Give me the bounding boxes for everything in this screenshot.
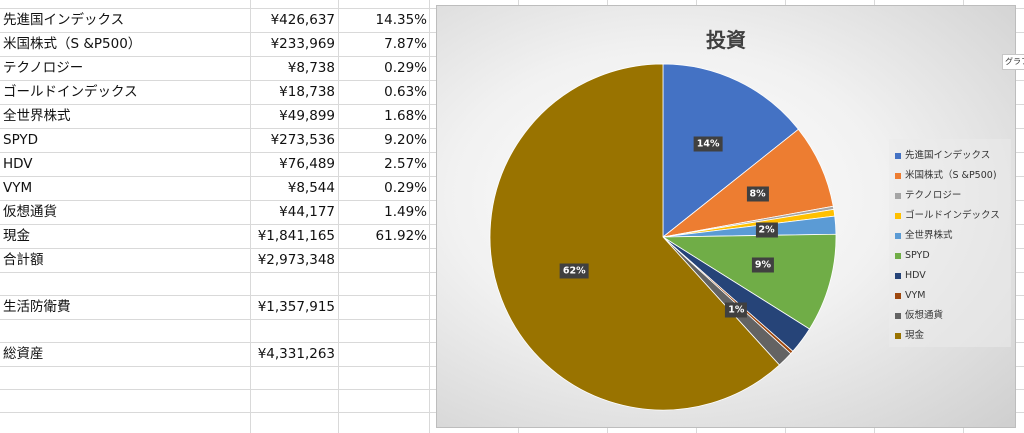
cell-name[interactable]: 仮想通貨 [3,204,57,220]
cell-amount[interactable]: ¥1,357,915 [257,299,335,315]
table-row[interactable]: SPYD ¥273,536 9.20% [0,129,430,152]
legend-label: 先進国インデックス [905,150,991,161]
legend-label: 仮想通貨 [905,310,944,321]
data-label: 62% [559,263,589,279]
pie-slice[interactable] [662,63,799,238]
legend-item[interactable]: 米国株式（S &P500) [895,167,997,185]
cell-name[interactable]: テクノロジー [3,60,84,76]
table-row[interactable]: 合計額 ¥2,973,348 [0,249,430,272]
legend-item[interactable]: 先進国インデックス [895,147,990,165]
legend-item[interactable]: ゴールドインデックス [895,207,1000,225]
cell-amount[interactable]: ¥4,331,263 [257,346,335,362]
legend-swatch [895,312,901,319]
table-row[interactable]: 総資産 ¥4,331,263 [0,343,430,366]
cell-name[interactable]: ゴールドインデックス [3,84,138,100]
cell-percent[interactable]: 0.63% [384,84,427,100]
cell-name[interactable]: 全世界株式 [3,108,71,124]
legend-label: テクノロジー [905,190,962,201]
cell-name[interactable]: 米国株式（S &P500） [3,36,142,52]
legend-swatch [895,172,901,179]
grid-col-line [250,0,251,433]
cell-name[interactable]: 生活防衛費 [3,299,71,315]
cell-percent[interactable] [340,343,427,366]
legend-swatch [895,192,901,199]
legend-label: HDV [905,270,926,281]
cell-name[interactable]: HDV [3,156,33,172]
table-row[interactable]: 全世界株式 ¥49,899 1.68% [0,105,430,128]
legend-swatch [895,232,901,239]
legend-item[interactable]: HDV [895,267,926,285]
cell-percent[interactable]: 1.49% [384,204,427,220]
cell-amount[interactable]: ¥49,899 [279,108,335,124]
pie-plot [489,63,837,411]
cell-percent[interactable] [340,296,427,319]
table-row[interactable]: 先進国インデックス ¥426,637 14.35% [0,9,430,32]
legend-label: ゴールドインデックス [905,210,1000,221]
cell-name[interactable]: 総資産 [3,346,44,362]
cell-amount[interactable]: ¥233,969 [270,36,335,52]
table-row[interactable]: 現金 ¥1,841,165 61.92% [0,225,430,248]
cell-percent[interactable]: 7.87% [384,36,427,52]
table-row[interactable]: テクノロジー ¥8,738 0.29% [0,57,430,80]
table-row[interactable]: 仮想通貨 ¥44,177 1.49% [0,201,430,224]
grid-col-line [429,0,430,433]
cell-amount[interactable]: ¥8,544 [287,180,335,196]
cell-amount[interactable]: ¥8,738 [287,60,335,76]
legend-item[interactable]: VYM [895,287,926,305]
pie-slice[interactable] [489,63,780,411]
cell-name[interactable]: VYM [3,180,33,196]
table-row[interactable]: 米国株式（S &P500） ¥233,969 7.87% [0,33,430,56]
cell-amount[interactable]: ¥2,973,348 [257,252,335,268]
cell-name[interactable]: 合計額 [3,252,44,268]
cell-percent[interactable]: 61.92% [375,228,427,244]
table-row[interactable]: HDV ¥76,489 2.57% [0,153,430,176]
legend-swatch [895,272,901,279]
legend-label: 米国株式（S &P500) [905,170,997,181]
cell-percent[interactable]: 9.20% [384,132,427,148]
cell-name[interactable]: 現金 [3,228,30,244]
data-label: 14% [693,136,723,151]
table-row[interactable]: ゴールドインデックス ¥18,738 0.63% [0,81,430,104]
legend-item[interactable]: 現金 [895,327,924,345]
grid-col-line [338,0,339,433]
pie-slice[interactable] [661,233,837,330]
legend-item[interactable]: 全世界株式 [895,227,953,245]
legend-item[interactable]: 仮想通貨 [895,307,943,325]
cell-name[interactable]: SPYD [3,132,39,148]
cell-percent[interactable]: 0.29% [384,180,427,196]
cell-percent[interactable]: 1.68% [384,108,427,124]
data-label: 8% [746,186,769,202]
data-label: 9% [751,257,775,273]
data-label: 1% [725,302,748,318]
cell-amount[interactable]: ¥76,489 [279,156,335,172]
legend-item[interactable]: テクノロジー [895,187,961,205]
legend-swatch [895,252,901,259]
data-label: 2% [755,222,778,238]
cell-amount[interactable]: ¥426,637 [270,12,335,28]
cell-amount[interactable]: ¥18,738 [279,84,335,100]
table-row[interactable]: 生活防衛費 ¥1,357,915 [0,296,430,319]
cell-percent[interactable] [340,249,427,272]
cell-percent[interactable]: 0.29% [384,60,427,76]
cell-name[interactable]: 先進国インデックス [3,12,125,28]
legend-label: VYM [905,290,926,301]
chart-legend[interactable]: 先進国インデックス 米国株式（S &P500) テクノロジーゴールドインデックス 全世… [889,139,1011,347]
chart-title: 投資 [706,28,746,52]
legend-swatch [895,152,901,159]
legend-swatch [895,212,901,219]
chart-tooltip: グラフ [1002,54,1024,70]
pie-chart[interactable]: 投資 14% 8% 2% 9% 1% 62% 先進国インデックス 米国株式（S &P500)… [436,5,1016,428]
legend-label: SPYD [905,250,930,261]
legend-swatch [895,332,901,339]
cell-amount[interactable]: ¥44,177 [279,204,335,220]
legend-swatch [895,292,901,299]
legend-label: 全世界株式 [905,230,953,241]
table-row[interactable]: VYM ¥8,544 0.29% [0,177,430,200]
cell-amount[interactable]: ¥273,536 [270,132,335,148]
cell-amount[interactable]: ¥1,841,165 [257,228,335,244]
cell-percent[interactable]: 2.57% [384,156,427,172]
cell-percent[interactable]: 14.35% [375,12,427,28]
legend-label: 現金 [905,330,925,341]
legend-item[interactable]: SPYD [895,247,930,265]
